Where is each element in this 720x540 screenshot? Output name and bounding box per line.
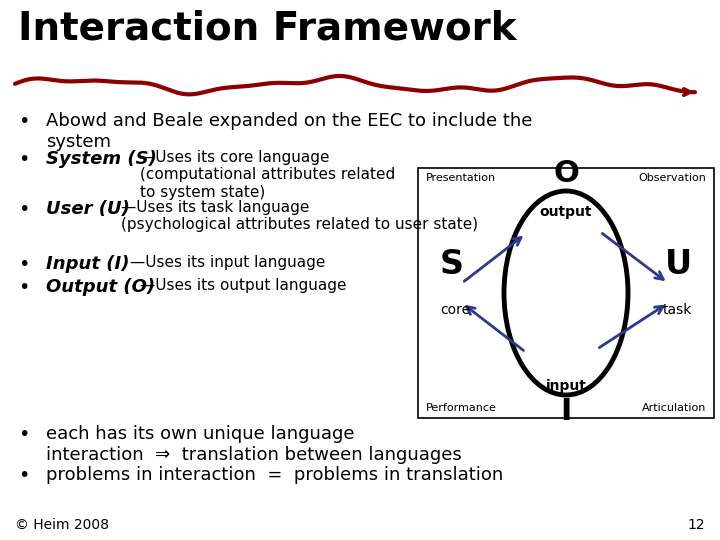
Text: 12: 12 [688, 518, 705, 532]
Bar [418, 168, 714, 418]
Text: Performance: Performance [426, 403, 497, 413]
Text: Abowd and Beale expanded on the EEC to include the
system: Abowd and Beale expanded on the EEC to i… [46, 112, 532, 151]
Text: —Uses its task language
(psychological attributes related to user state): —Uses its task language (psychological a… [121, 200, 478, 232]
Text: problems in interaction  =  problems in translation: problems in interaction = problems in tr… [46, 466, 503, 484]
Text: —Uses its output language: —Uses its output language [140, 278, 346, 293]
Text: I: I [560, 397, 572, 426]
Text: output: output [540, 205, 593, 219]
Text: •: • [18, 150, 30, 169]
Text: •: • [18, 200, 30, 219]
Text: input: input [546, 379, 586, 393]
Text: Interaction Framework: Interaction Framework [18, 10, 516, 48]
Text: —Uses its input language: —Uses its input language [130, 255, 325, 270]
Text: Output (O): Output (O) [46, 278, 155, 296]
Text: S: S [440, 248, 464, 281]
Text: Presentation: Presentation [426, 173, 496, 183]
Ellipse shape [504, 191, 628, 395]
Text: Articulation: Articulation [642, 403, 706, 413]
Text: O: O [553, 159, 579, 188]
Text: Observation: Observation [638, 173, 706, 183]
Text: •: • [18, 278, 30, 297]
Text: •: • [18, 466, 30, 485]
Text: Input (I): Input (I) [46, 255, 130, 273]
Text: core: core [440, 303, 470, 317]
Text: task: task [662, 303, 692, 317]
Text: System (S): System (S) [46, 150, 157, 168]
Text: •: • [18, 425, 30, 444]
Text: —Uses its core language
(computational attributes related
to system state): —Uses its core language (computational a… [140, 150, 395, 200]
Text: User (U): User (U) [46, 200, 130, 218]
Text: U: U [665, 248, 692, 281]
Text: © Heim 2008: © Heim 2008 [15, 518, 109, 532]
Text: •: • [18, 255, 30, 274]
Text: each has its own unique language
interaction  ⇒  translation between languages: each has its own unique language interac… [46, 425, 462, 464]
Text: •: • [18, 112, 30, 131]
